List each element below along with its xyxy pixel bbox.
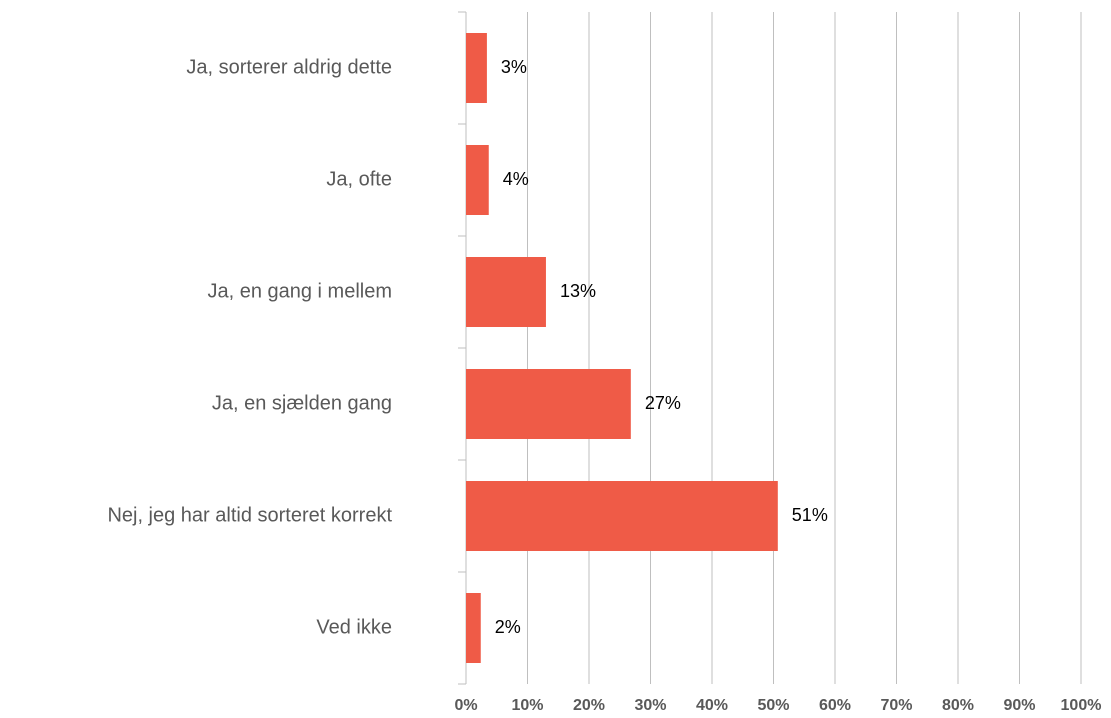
x-tick-label: 40%	[696, 697, 728, 714]
value-label: 4%	[503, 169, 529, 189]
x-tick-label: 30%	[634, 697, 666, 714]
value-label: 2%	[495, 617, 521, 637]
x-tick-label: 10%	[511, 697, 543, 714]
x-tick-label: 90%	[1003, 697, 1035, 714]
y-tick-label: Nej, jeg har altid sorteret korrekt	[107, 504, 392, 526]
value-label: 3%	[501, 57, 527, 77]
value-label: 13%	[560, 281, 596, 301]
x-tick-label: 70%	[880, 697, 912, 714]
x-tick-label: 80%	[942, 697, 974, 714]
bar	[466, 369, 631, 439]
bar	[466, 145, 489, 215]
x-tick-label: 60%	[819, 697, 851, 714]
bar	[466, 33, 487, 103]
x-tick-label: 20%	[573, 697, 605, 714]
bar	[466, 481, 778, 551]
value-label: 51%	[792, 505, 828, 525]
x-tick-label: 50%	[757, 697, 789, 714]
x-tick-label: 100%	[1061, 697, 1102, 714]
y-tick-label: Ja, ofte	[326, 168, 392, 190]
y-tick-label: Ved ikke	[316, 616, 392, 638]
y-tick-label: Ja, sorterer aldrig dette	[186, 56, 392, 78]
y-tick-label: Ja, en gang i mellem	[207, 280, 392, 302]
bar	[466, 257, 546, 327]
bar	[466, 593, 481, 663]
y-tick-label: Ja, en sjælden gang	[212, 392, 392, 414]
x-tick-label: 0%	[454, 697, 477, 714]
value-label: 27%	[645, 393, 681, 413]
